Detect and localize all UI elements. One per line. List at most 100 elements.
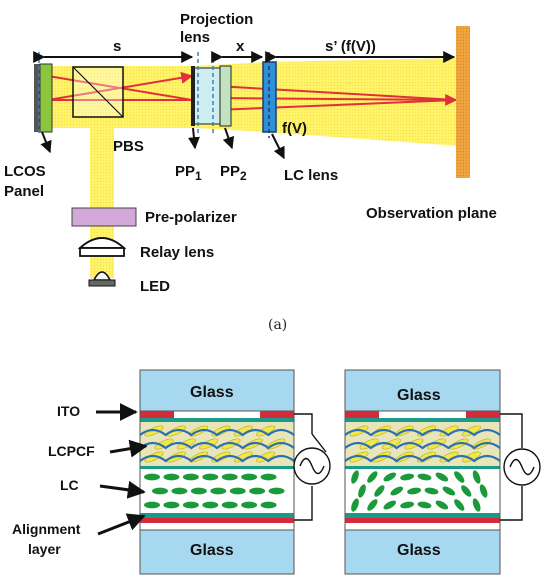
lc-molecule xyxy=(229,487,246,495)
x-label: x xyxy=(236,38,245,55)
polymer-network xyxy=(344,454,501,463)
lc-lens xyxy=(262,52,277,138)
lc-molecule xyxy=(152,487,168,495)
lc-molecule xyxy=(367,471,378,483)
lc-molecule xyxy=(442,486,456,496)
lc-molecule xyxy=(163,473,180,481)
rays xyxy=(47,71,458,111)
lcpcf-left xyxy=(139,425,295,463)
lc-molecule xyxy=(417,501,432,509)
lc-cell-left: Glass Glass xyxy=(139,369,295,575)
lc-molecule xyxy=(182,501,199,509)
lc-molecule xyxy=(210,487,227,495)
lc-molecule xyxy=(374,485,385,497)
lc-molecule xyxy=(358,484,366,498)
lc-molecule xyxy=(163,501,180,509)
projection-lens-label-2: lens xyxy=(180,29,210,46)
lc-lens-label: LC lens xyxy=(284,167,338,184)
lc-left xyxy=(144,473,285,509)
alignment-label-2: layer xyxy=(28,541,61,557)
polymer-network xyxy=(139,441,295,450)
lc-molecule xyxy=(351,498,359,512)
led xyxy=(88,271,116,287)
lcpcf-label: LCPCF xyxy=(48,443,95,459)
lc-label: LC xyxy=(60,477,79,493)
lc-cell-right: Glass Glass xyxy=(344,369,501,575)
relay-lens xyxy=(77,237,127,257)
lcos-label-2: Panel xyxy=(4,183,44,200)
pp2-label: PP2 xyxy=(220,163,247,183)
lc-molecule xyxy=(435,472,449,482)
polymer-network xyxy=(139,454,295,463)
lc-molecule xyxy=(367,499,378,511)
lc-right xyxy=(351,470,488,512)
ito-label: ITO xyxy=(57,403,80,419)
cell-pointer-arrows xyxy=(96,403,148,536)
lc-molecule xyxy=(144,501,160,509)
caption-a: (a) xyxy=(268,317,287,333)
lc-molecule xyxy=(260,473,277,481)
lc-molecule xyxy=(454,471,465,483)
lc-molecule xyxy=(424,487,439,495)
alignment-label-1: Alignment xyxy=(12,521,81,537)
optical-setup: s Projection lens x s’ (f(V)) f(V) LCOS … xyxy=(4,11,497,333)
lc-molecule xyxy=(400,473,415,481)
lc-molecule xyxy=(241,501,258,509)
glass-bottom-right: Glass xyxy=(397,542,441,559)
lc-molecule xyxy=(472,498,481,512)
relay-lens-label: Relay lens xyxy=(140,244,214,261)
beam-to-observation xyxy=(265,58,460,146)
lc-molecule xyxy=(390,486,404,496)
observation-plane xyxy=(456,26,470,178)
lc-molecule xyxy=(221,473,238,481)
s-prime-label: s’ (f(V)) xyxy=(325,38,376,55)
glass-bottom-left: Glass xyxy=(190,542,234,559)
polymer-network xyxy=(344,428,501,437)
lc-molecule xyxy=(461,485,472,497)
lc-molecule xyxy=(190,487,207,495)
circuit-right xyxy=(500,413,541,521)
lc-molecule xyxy=(417,473,432,481)
lc-molecule xyxy=(249,487,266,495)
lc-cells: Glass Glass Glass Glass xyxy=(12,369,541,575)
lcos-panel xyxy=(34,52,53,136)
pointer-arrows xyxy=(40,127,285,160)
lc-molecule xyxy=(383,500,397,510)
lc-molecule xyxy=(435,500,449,510)
projection-lens xyxy=(191,52,232,136)
fv-label: f(V) xyxy=(282,120,307,137)
glass-top-left: Glass xyxy=(190,384,234,401)
lc-molecule xyxy=(144,473,160,481)
s-label: s xyxy=(113,38,121,55)
pre-polarizer-label: Pre-polarizer xyxy=(145,209,237,226)
lc-molecule xyxy=(400,501,415,509)
lc-molecule xyxy=(202,501,219,509)
lc-molecule xyxy=(260,501,277,509)
polymer-network xyxy=(344,441,501,450)
lc-molecule xyxy=(351,470,359,484)
lc-molecule xyxy=(479,484,488,498)
lc-molecule xyxy=(221,501,238,509)
led-label: LED xyxy=(140,278,170,295)
lc-molecule xyxy=(383,472,397,482)
lc-molecule xyxy=(454,499,465,511)
lc-molecule xyxy=(241,473,258,481)
lcpcf-right xyxy=(344,425,501,463)
pbs-cube xyxy=(72,66,124,118)
pp1-label: PP1 xyxy=(175,163,202,183)
pre-polarizer xyxy=(71,207,137,227)
lc-molecule xyxy=(171,487,188,495)
pbs-label: PBS xyxy=(113,138,144,155)
lcos-label-1: LCOS xyxy=(4,163,46,180)
observation-plane-label: Observation plane xyxy=(366,205,497,222)
glass-top-right: Glass xyxy=(397,387,441,404)
lc-molecule xyxy=(407,487,422,495)
lc-molecule xyxy=(472,470,481,484)
circuit-left xyxy=(293,413,331,521)
polymer-network xyxy=(139,428,295,437)
lc-molecule xyxy=(268,487,285,495)
projection-lens-label-1: Projection xyxy=(180,11,253,28)
lc-molecule xyxy=(202,473,219,481)
lc-molecule xyxy=(182,473,199,481)
